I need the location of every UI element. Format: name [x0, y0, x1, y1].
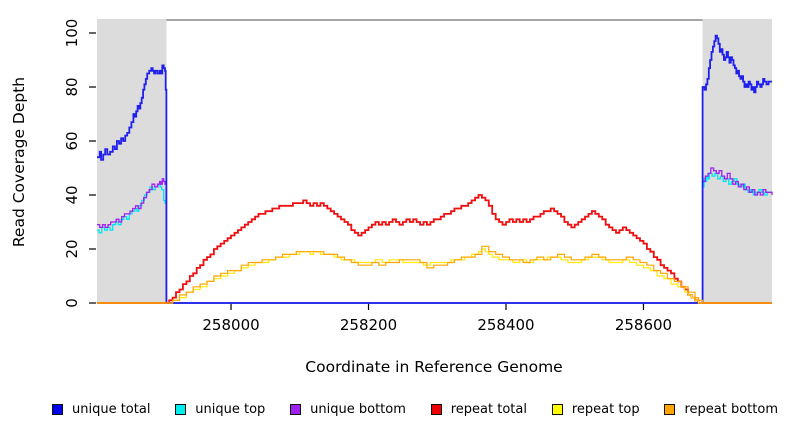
legend-item-unique-bottom: unique bottom	[290, 402, 406, 417]
legend-label: repeat total	[450, 401, 527, 417]
series-unique-total	[97, 34, 772, 304]
x-tick-label: 258000	[202, 316, 259, 334]
series-repeat-total	[97, 194, 772, 304]
y-tick-label: 0	[63, 298, 81, 308]
legend-swatch-icon	[551, 403, 563, 415]
legend-swatch-icon	[430, 403, 442, 415]
y-tick-label: 20	[63, 239, 81, 258]
legend-item-repeat-total: repeat total	[430, 401, 527, 417]
legend-label: repeat bottom	[684, 401, 778, 417]
unique-region-right	[702, 19, 772, 303]
x-tick-label: 258600	[615, 316, 672, 334]
legend-label: unique total	[72, 401, 151, 417]
series-repeat-bottom	[97, 245, 772, 304]
legend-label: unique bottom	[310, 401, 406, 417]
legend-item-repeat-top: repeat top	[551, 401, 640, 417]
chart-legend: unique total unique top unique bottom repea…	[0, 397, 792, 421]
series-repeat-top	[97, 248, 772, 304]
x-axis-title: Coordinate in Reference Genome	[305, 358, 562, 376]
legend-label: repeat top	[571, 401, 640, 417]
y-tick-label: 100	[63, 19, 81, 48]
unique-region-left	[97, 19, 167, 303]
legend-swatch-icon	[290, 403, 302, 415]
y-tick-label: 60	[63, 131, 81, 150]
legend-item-unique-top: unique top	[175, 402, 265, 417]
legend-item-unique-total: unique total	[52, 402, 150, 417]
y-axis-title: Read Coverage Depth	[10, 77, 28, 247]
legend-item-repeat-bottom: repeat bottom	[664, 402, 778, 417]
legend-swatch-icon	[175, 403, 187, 415]
y-tick-label: 80	[63, 77, 81, 96]
legend-label: unique top	[195, 401, 266, 417]
y-tick-label: 40	[63, 185, 81, 204]
x-tick-label: 258200	[340, 316, 397, 334]
legend-swatch-icon	[664, 403, 676, 415]
legend-swatch-icon	[52, 403, 63, 415]
x-tick-label: 258400	[477, 316, 534, 334]
